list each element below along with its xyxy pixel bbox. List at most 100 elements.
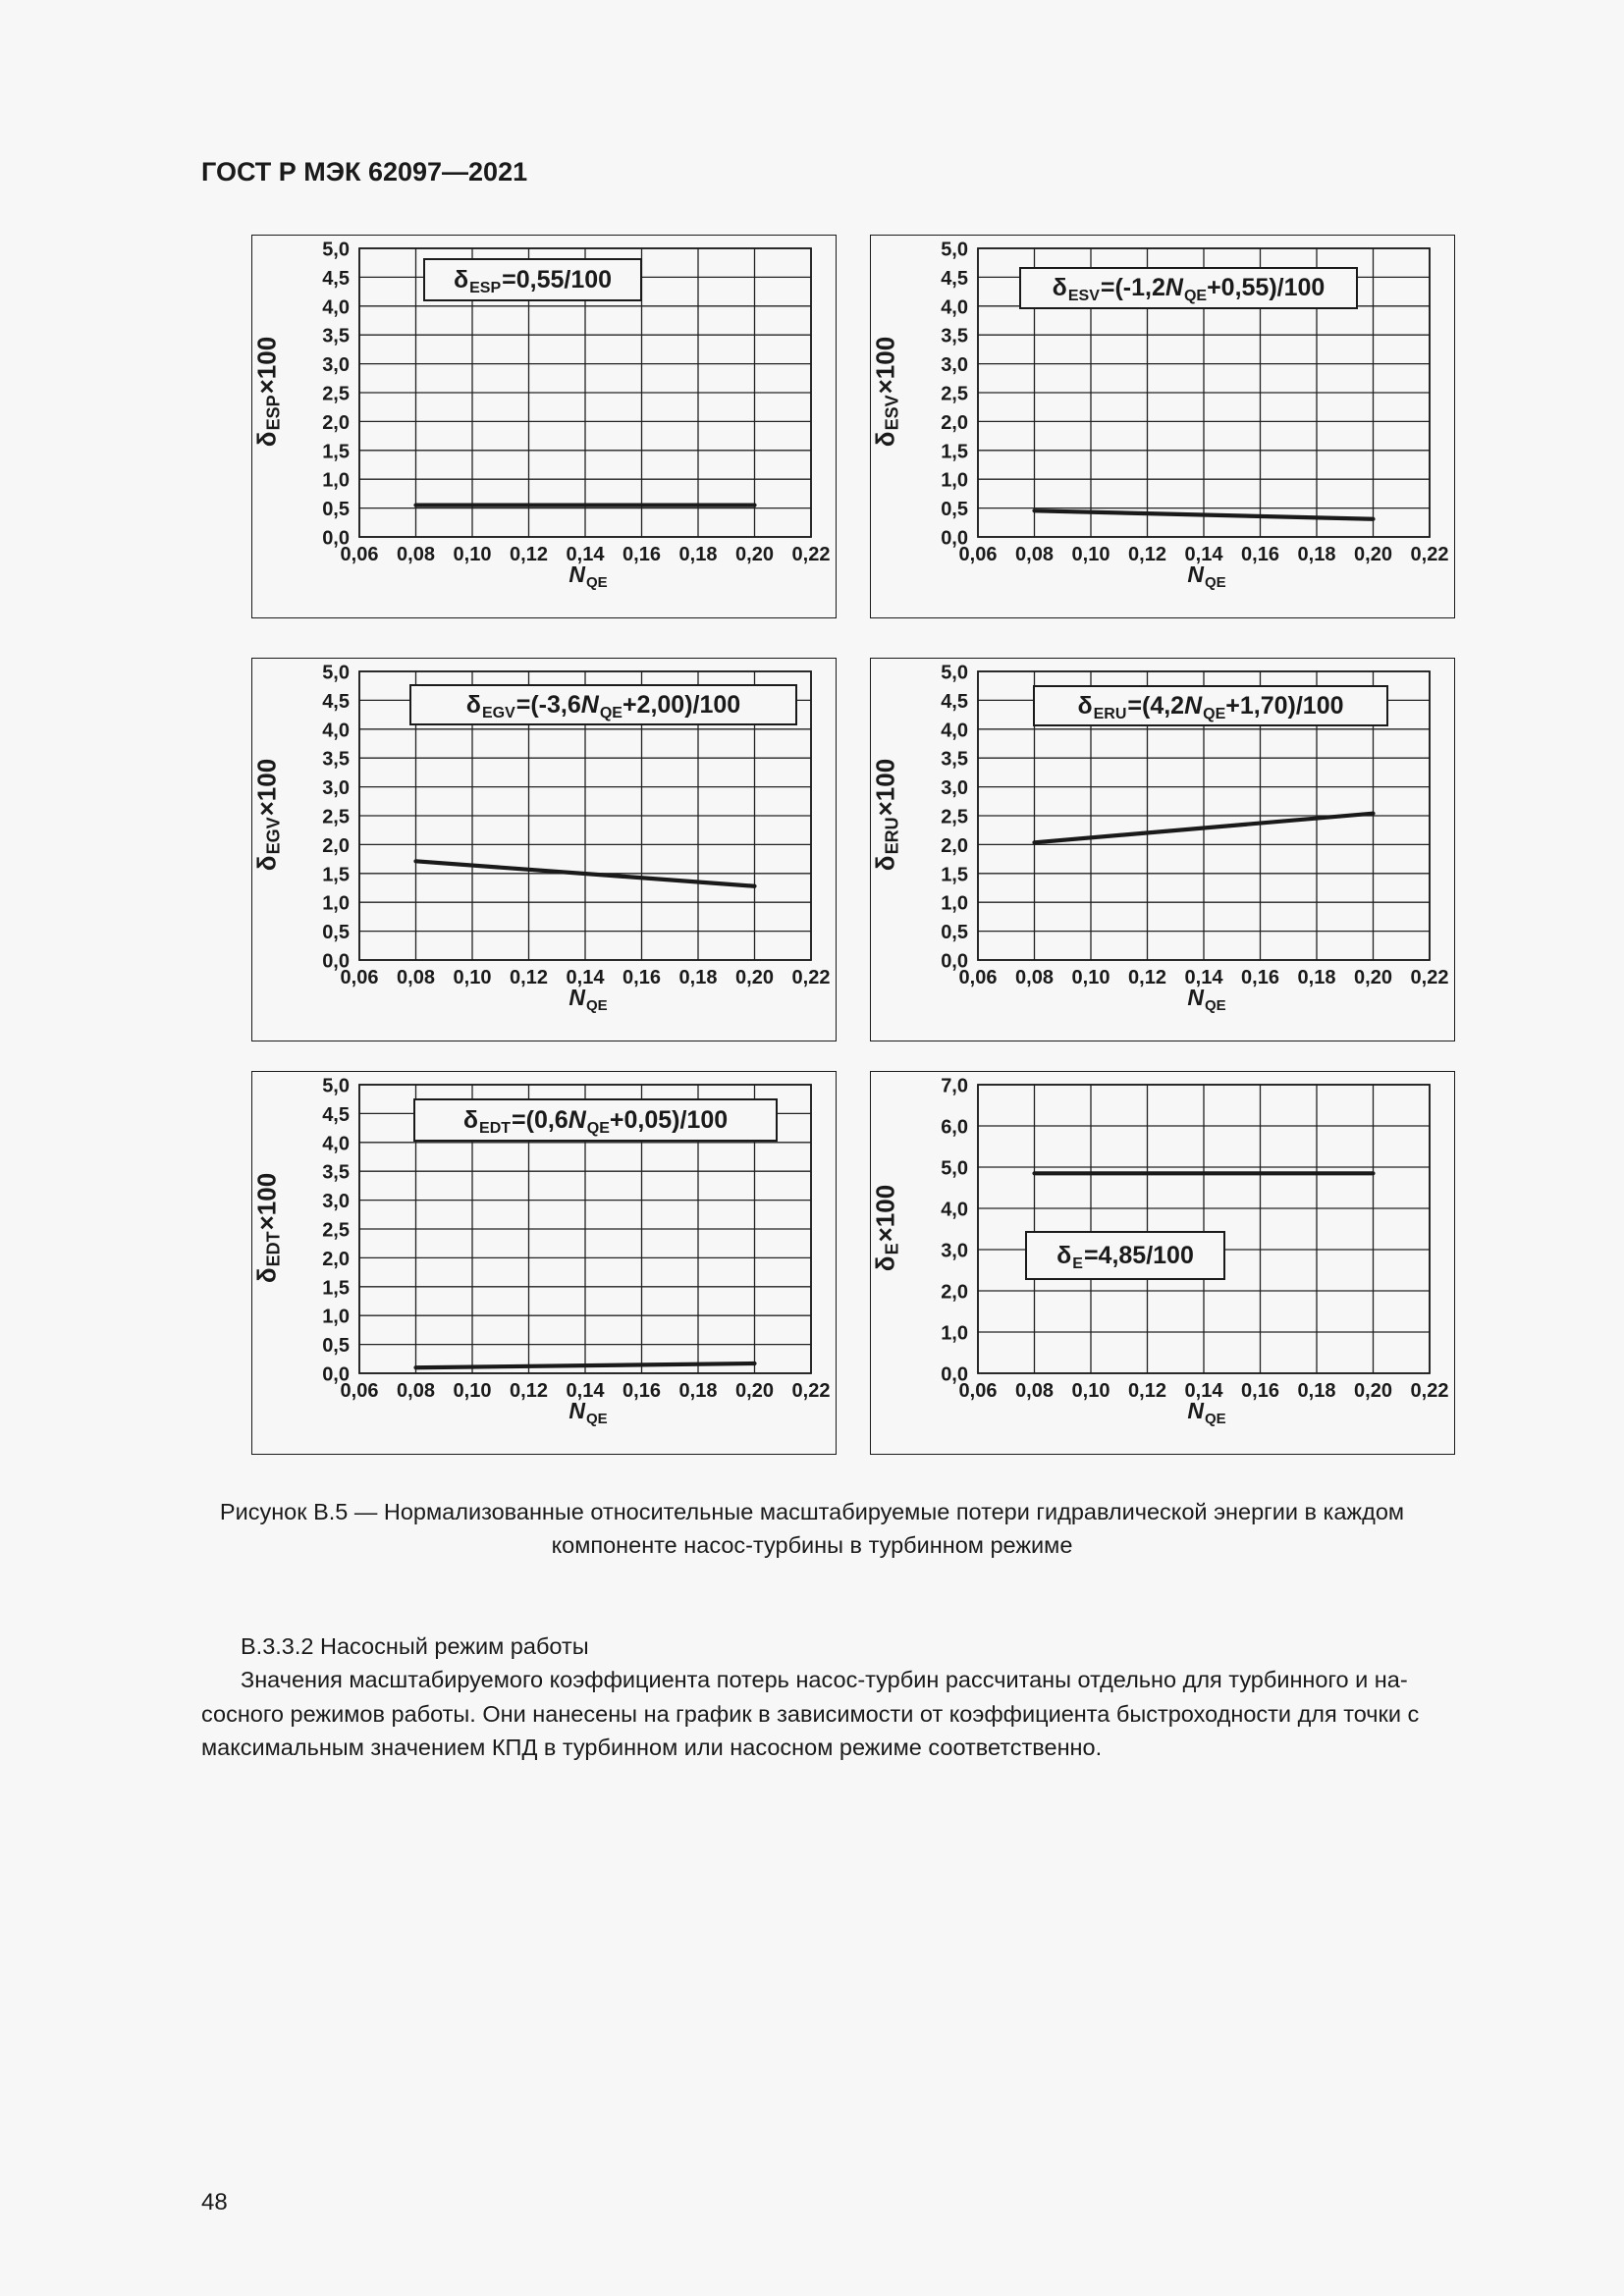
svg-text:0,18: 0,18 xyxy=(1298,967,1336,988)
svg-text:3,0: 3,0 xyxy=(941,1241,968,1262)
svg-text:0,5: 0,5 xyxy=(941,922,968,943)
svg-text:0,18: 0,18 xyxy=(679,967,718,988)
svg-text:1,0: 1,0 xyxy=(322,470,350,492)
svg-text:0,16: 0,16 xyxy=(623,544,661,565)
svg-text:0,06: 0,06 xyxy=(959,544,998,565)
svg-text:0,06: 0,06 xyxy=(341,967,379,988)
svg-text:2,5: 2,5 xyxy=(322,1220,350,1242)
svg-text:0,16: 0,16 xyxy=(1241,1380,1279,1402)
svg-text:0,06: 0,06 xyxy=(341,1380,379,1402)
svg-text:0,22: 0,22 xyxy=(792,544,831,565)
svg-text:1,5: 1,5 xyxy=(941,864,968,885)
svg-text:0,22: 0,22 xyxy=(1411,967,1449,988)
svg-text:0,08: 0,08 xyxy=(397,1380,435,1402)
svg-text:0,10: 0,10 xyxy=(1072,967,1110,988)
svg-text:0,06: 0,06 xyxy=(959,967,998,988)
svg-text:3,0: 3,0 xyxy=(322,777,350,799)
svg-text:0,18: 0,18 xyxy=(679,1380,718,1402)
svg-text:0,20: 0,20 xyxy=(735,1380,774,1402)
svg-text:5,0: 5,0 xyxy=(322,1076,350,1097)
svg-text:3,5: 3,5 xyxy=(941,749,968,771)
svg-text:1,0: 1,0 xyxy=(322,1307,350,1328)
svg-text:0,5: 0,5 xyxy=(322,922,350,943)
svg-text:2,5: 2,5 xyxy=(941,807,968,828)
svg-text:5,0: 5,0 xyxy=(322,663,350,684)
svg-text:0,10: 0,10 xyxy=(454,544,492,565)
svg-text:0,20: 0,20 xyxy=(1354,1380,1392,1402)
svg-text:0,08: 0,08 xyxy=(397,544,435,565)
svg-text:3,5: 3,5 xyxy=(322,1162,350,1184)
svg-text:0,16: 0,16 xyxy=(623,1380,661,1402)
svg-text:0,20: 0,20 xyxy=(1354,544,1392,565)
svg-text:4,5: 4,5 xyxy=(322,691,350,713)
svg-text:1,5: 1,5 xyxy=(322,441,350,462)
svg-text:7,0: 7,0 xyxy=(941,1076,968,1097)
svg-text:2,5: 2,5 xyxy=(941,384,968,405)
svg-text:5,0: 5,0 xyxy=(941,240,968,261)
svg-text:4,5: 4,5 xyxy=(941,691,968,713)
svg-text:3,0: 3,0 xyxy=(941,777,968,799)
svg-text:0,12: 0,12 xyxy=(510,1380,548,1402)
svg-text:0,22: 0,22 xyxy=(792,967,831,988)
svg-text:4,0: 4,0 xyxy=(941,296,968,318)
svg-text:0,06: 0,06 xyxy=(959,1380,998,1402)
svg-text:3,5: 3,5 xyxy=(322,326,350,347)
svg-text:1,5: 1,5 xyxy=(322,1277,350,1299)
svg-text:2,5: 2,5 xyxy=(322,807,350,828)
svg-text:0,18: 0,18 xyxy=(679,544,718,565)
svg-text:4,5: 4,5 xyxy=(322,1104,350,1126)
svg-text:0,12: 0,12 xyxy=(1128,544,1166,565)
svg-text:0,5: 0,5 xyxy=(941,499,968,520)
svg-text:0,16: 0,16 xyxy=(623,967,661,988)
svg-text:0,20: 0,20 xyxy=(735,967,774,988)
svg-text:0,12: 0,12 xyxy=(1128,967,1166,988)
svg-text:3,5: 3,5 xyxy=(941,326,968,347)
svg-text:0,16: 0,16 xyxy=(1241,544,1279,565)
svg-text:2,5: 2,5 xyxy=(322,384,350,405)
svg-text:0,08: 0,08 xyxy=(1015,1380,1054,1402)
svg-text:4,0: 4,0 xyxy=(322,296,350,318)
svg-text:1,5: 1,5 xyxy=(941,441,968,462)
svg-text:1,0: 1,0 xyxy=(941,893,968,915)
svg-text:4,0: 4,0 xyxy=(941,720,968,741)
svg-text:0,08: 0,08 xyxy=(1015,967,1054,988)
svg-text:1,0: 1,0 xyxy=(941,1323,968,1345)
svg-text:0,20: 0,20 xyxy=(1354,967,1392,988)
svg-text:0,10: 0,10 xyxy=(1072,544,1110,565)
svg-text:0,08: 0,08 xyxy=(397,967,435,988)
svg-text:0,10: 0,10 xyxy=(1072,1380,1110,1402)
svg-text:2,0: 2,0 xyxy=(322,835,350,857)
svg-text:0,10: 0,10 xyxy=(454,1380,492,1402)
svg-text:0,08: 0,08 xyxy=(1015,544,1054,565)
svg-text:0,18: 0,18 xyxy=(1298,544,1336,565)
svg-text:4,5: 4,5 xyxy=(941,268,968,290)
svg-text:0,20: 0,20 xyxy=(735,544,774,565)
svg-text:2,0: 2,0 xyxy=(941,412,968,434)
svg-text:3,0: 3,0 xyxy=(941,354,968,376)
svg-text:4,5: 4,5 xyxy=(322,268,350,290)
svg-text:6,0: 6,0 xyxy=(941,1117,968,1139)
svg-text:1,0: 1,0 xyxy=(322,893,350,915)
svg-text:5,0: 5,0 xyxy=(941,1158,968,1180)
svg-text:0,12: 0,12 xyxy=(510,967,548,988)
svg-text:1,5: 1,5 xyxy=(322,864,350,885)
svg-text:2,0: 2,0 xyxy=(941,835,968,857)
svg-text:1,0: 1,0 xyxy=(941,470,968,492)
svg-text:2,0: 2,0 xyxy=(941,1282,968,1304)
svg-text:0,12: 0,12 xyxy=(1128,1380,1166,1402)
svg-text:0,06: 0,06 xyxy=(341,544,379,565)
svg-text:2,0: 2,0 xyxy=(322,1249,350,1270)
svg-text:0,16: 0,16 xyxy=(1241,967,1279,988)
svg-text:4,0: 4,0 xyxy=(941,1200,968,1221)
svg-text:5,0: 5,0 xyxy=(322,240,350,261)
svg-text:0,5: 0,5 xyxy=(322,1335,350,1357)
svg-text:3,5: 3,5 xyxy=(322,749,350,771)
svg-text:4,0: 4,0 xyxy=(322,1133,350,1154)
svg-text:0,18: 0,18 xyxy=(1298,1380,1336,1402)
svg-text:0,22: 0,22 xyxy=(792,1380,831,1402)
svg-text:3,0: 3,0 xyxy=(322,354,350,376)
svg-text:0,10: 0,10 xyxy=(454,967,492,988)
svg-text:0,22: 0,22 xyxy=(1411,544,1449,565)
svg-text:0,12: 0,12 xyxy=(510,544,548,565)
svg-text:5,0: 5,0 xyxy=(941,663,968,684)
